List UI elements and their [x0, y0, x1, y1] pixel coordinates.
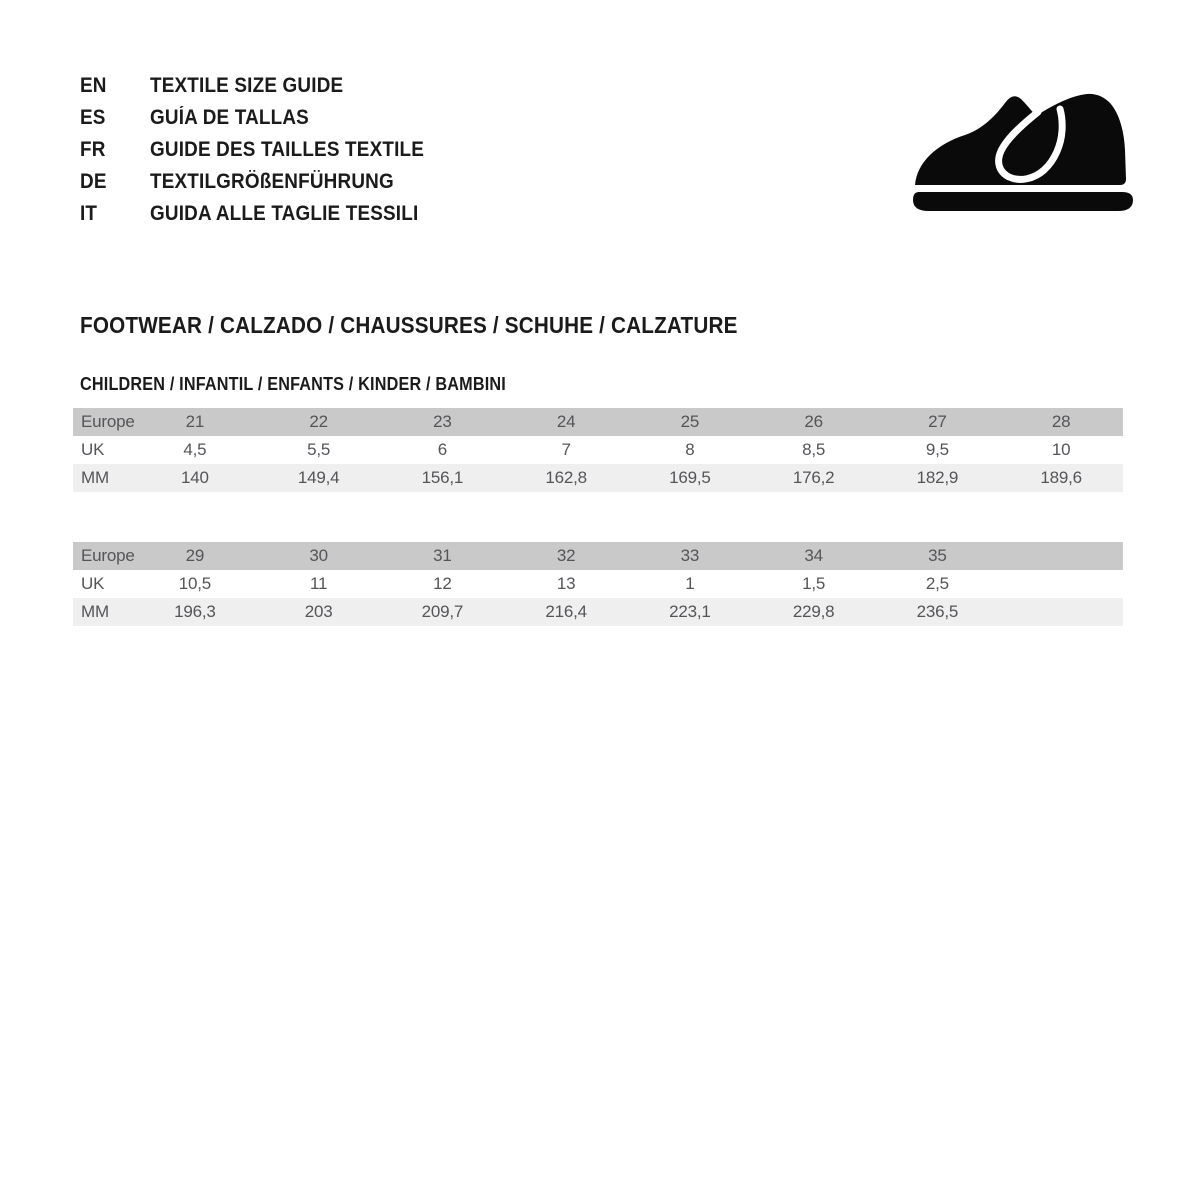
row-label: Europe [81, 546, 135, 565]
size-value: 1 [685, 574, 695, 593]
language-title: GUIDA ALLE TAGLIE TESSILI [150, 202, 419, 225]
language-row-fr: FR GUIDE DES TAILLES TEXTILE [80, 134, 454, 166]
size-value: 22 [309, 412, 328, 431]
size-value: 216,4 [545, 602, 587, 621]
size-value: 169,5 [669, 468, 711, 487]
language-code: IT [80, 202, 98, 225]
section-subtitle-text: CHILDREN / INFANTIL / ENFANTS / KINDER /… [80, 374, 506, 394]
section-title-footwear: FOOTWEAR / CALZADO / CHAUSSURES / SCHUHE… [80, 312, 811, 339]
size-value: 229,8 [792, 602, 835, 621]
language-row-de: DE TEXTILGRÖßENFÜHRUNG [80, 166, 454, 198]
size-value: 34 [804, 546, 823, 565]
size-value: 140 [180, 468, 209, 487]
size-value: 27 [928, 412, 947, 431]
language-row-en: EN TEXTILE SIZE GUIDE [80, 70, 454, 102]
language-title-list: EN TEXTILE SIZE GUIDE ES GUÍA DE TALLAS FR GU… [80, 70, 454, 230]
size-value: 11 [310, 574, 328, 593]
size-value: 156,1 [421, 468, 464, 487]
size-value: 23 [433, 412, 452, 431]
size-value: 6 [437, 440, 447, 459]
table-row-europe: Europe 29 30 31 32 33 34 35 [73, 542, 1123, 570]
language-title: TEXTILGRÖßENFÜHRUNG [150, 170, 394, 193]
size-value: 1,5 [802, 574, 826, 593]
size-value: 8,5 [802, 440, 826, 459]
size-value: 10,5 [178, 574, 212, 593]
row-label: MM [81, 468, 109, 487]
size-value: 30 [309, 546, 328, 565]
size-value: 35 [928, 546, 947, 565]
size-value: 13 [556, 574, 576, 593]
language-code: DE [80, 170, 107, 193]
size-value [999, 598, 1123, 626]
size-value: 8 [685, 440, 695, 459]
language-title: TEXTILE SIZE GUIDE [150, 74, 344, 97]
size-value: 9,5 [925, 440, 949, 459]
children-shoe-icon [903, 88, 1138, 213]
row-label: Europe [81, 412, 135, 431]
language-row-es: ES GUÍA DE TALLAS [80, 102, 454, 134]
section-subtitle-children: CHILDREN / INFANTIL / ENFANTS / KINDER /… [80, 374, 553, 395]
language-title: GUÍA DE TALLAS [150, 106, 309, 129]
language-code: FR [80, 138, 106, 161]
size-value: 7 [561, 440, 571, 459]
size-value: 21 [185, 412, 205, 431]
size-value: 12 [433, 574, 452, 593]
size-value: 4,5 [183, 440, 207, 459]
table-row-mm: MM 140 149,4 156,1 162,8 169,5 176,2 182,9 189,6 [73, 464, 1123, 492]
size-value: 223,1 [669, 602, 711, 621]
size-value: 203 [304, 602, 333, 621]
size-value [999, 570, 1123, 598]
language-title: GUIDE DES TAILLES TEXTILE [150, 138, 425, 161]
table-row-europe: Europe 21 22 23 24 25 26 27 28 [73, 408, 1123, 436]
size-value: 176,2 [792, 468, 835, 487]
language-row-it: IT GUIDA ALLE TAGLIE TESSILI [80, 198, 454, 230]
table-row-uk: UK 10,5 11 12 13 1 1,5 2,5 [73, 570, 1123, 598]
row-label: UK [81, 440, 105, 459]
size-value: 28 [1051, 412, 1071, 431]
size-value: 29 [185, 546, 205, 565]
row-label: UK [81, 574, 105, 593]
size-value: 162,8 [545, 468, 587, 487]
size-value: 2,5 [925, 574, 949, 593]
row-label: MM [81, 602, 109, 621]
size-value: 5,5 [307, 440, 331, 459]
size-value: 149,4 [297, 468, 340, 487]
size-value: 236,5 [916, 602, 959, 621]
size-value: 196,3 [174, 602, 216, 621]
language-code: EN [80, 74, 107, 97]
table-row-mm: MM 196,3 203 209,7 216,4 223,1 229,8 236,5 [73, 598, 1123, 626]
size-value: 10 [1051, 440, 1071, 459]
size-value [999, 542, 1123, 570]
children-size-table-1: Europe 21 22 23 24 25 26 27 28 UK 4,5 5,5 6 7 8 8,5 9,5 1… [73, 408, 1123, 492]
size-value: 33 [680, 546, 700, 565]
size-value: 209,7 [421, 602, 464, 621]
size-value: 31 [433, 546, 452, 565]
size-value: 32 [556, 546, 576, 565]
size-value: 189,6 [1040, 468, 1082, 487]
size-value: 26 [804, 412, 823, 431]
table-row-uk: UK 4,5 5,5 6 7 8 8,5 9,5 10 [73, 436, 1123, 464]
section-title-text: FOOTWEAR / CALZADO / CHAUSSURES / SCHUHE… [80, 312, 738, 338]
size-value: 25 [680, 412, 700, 431]
size-value: 182,9 [916, 468, 959, 487]
size-value: 24 [556, 412, 576, 431]
children-size-table-2: Europe 29 30 31 32 33 34 35 UK 10,5 11 12 13 1 1,5 2,5 M… [73, 542, 1123, 626]
language-code: ES [80, 106, 106, 129]
